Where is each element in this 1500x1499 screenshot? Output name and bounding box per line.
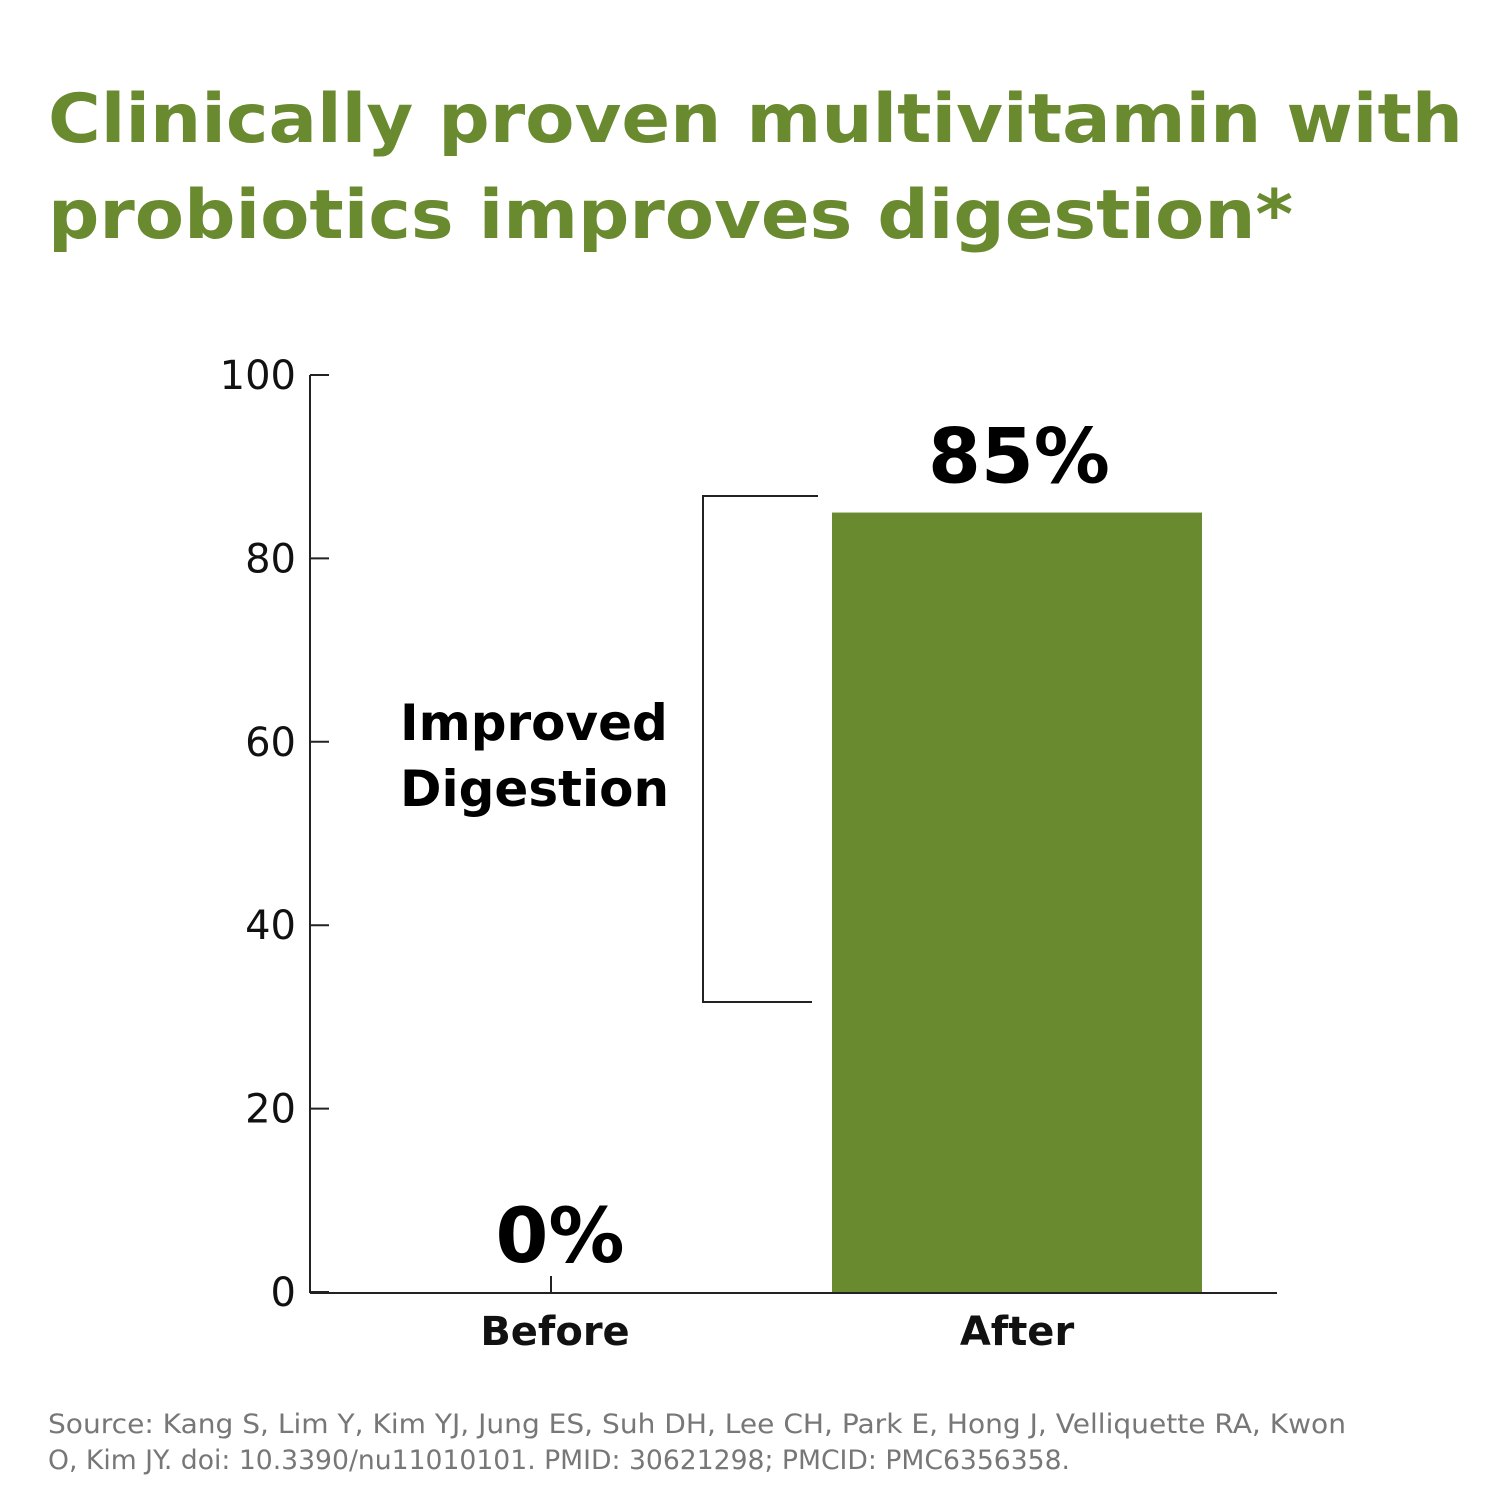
y-tick-label: 100 — [220, 353, 296, 399]
source-note: O, Kim JY. doi: 10.3390/nu11010101. PMID… — [48, 1445, 1070, 1476]
y-tick-label: 80 — [245, 536, 296, 582]
x-tick-label: Before — [480, 1309, 629, 1355]
annotation: Improved — [400, 694, 668, 752]
y-tick-label: 20 — [245, 1087, 296, 1133]
y-tick-label: 60 — [245, 720, 296, 766]
y-tick-label: 0 — [271, 1270, 296, 1316]
x-tick-label: After — [960, 1309, 1075, 1355]
y-tick-label: 40 — [245, 903, 296, 949]
source-note: Source: Kang S, Lim Y, Kim YJ, Jung ES, … — [48, 1409, 1346, 1440]
chart-title: Clinically proven multivitamin with — [48, 80, 1463, 159]
annotation: Digestion — [400, 760, 669, 818]
bracket — [702, 495, 818, 1003]
value-label: 0% — [495, 1191, 624, 1280]
value-label: 85% — [928, 412, 1110, 501]
bar — [832, 512, 1202, 1292]
chart-title: probiotics improves digestion* — [48, 176, 1293, 255]
